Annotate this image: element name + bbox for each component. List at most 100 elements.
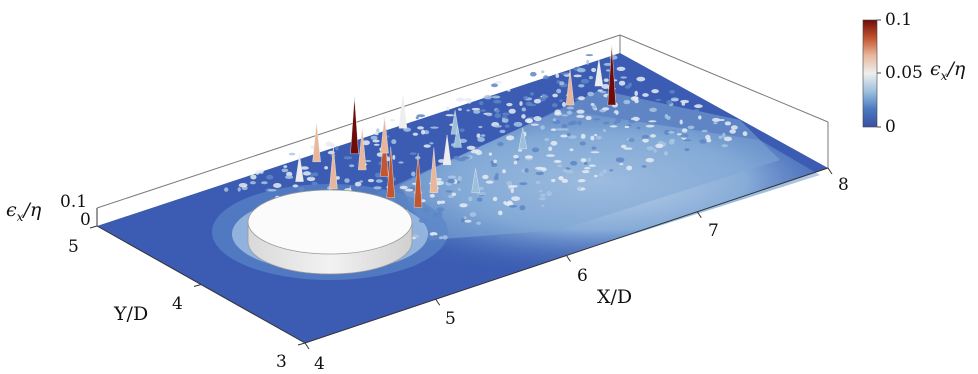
texture-blob xyxy=(642,138,649,143)
y-tick-label: 5 xyxy=(68,237,79,257)
texture-blob xyxy=(440,200,446,204)
texture-blob xyxy=(398,161,404,164)
texture-blob xyxy=(623,147,633,150)
texture-blob xyxy=(562,128,569,131)
texture-blob xyxy=(620,76,628,79)
texture-blob xyxy=(556,128,565,131)
texture-blob xyxy=(618,80,626,86)
texture-blob xyxy=(292,184,299,188)
texture-blob xyxy=(372,139,380,143)
texture-blob xyxy=(609,169,613,172)
texture-blob xyxy=(517,149,523,152)
texture-blob xyxy=(591,67,597,73)
texture-blob xyxy=(513,121,523,127)
texture-blob xyxy=(626,165,633,171)
texture-blob xyxy=(506,102,513,107)
texture-blob xyxy=(559,81,565,86)
texture-blob xyxy=(544,138,549,142)
texture-blob xyxy=(486,113,493,117)
texture-blob xyxy=(577,185,582,190)
texture-blob xyxy=(567,132,571,137)
texture-blob xyxy=(224,187,229,192)
texture-blob xyxy=(636,126,641,130)
texture-blob xyxy=(460,218,465,223)
texture-blob xyxy=(286,171,293,177)
texture-blob xyxy=(580,133,586,139)
texture-blob xyxy=(546,190,552,197)
texture-blob xyxy=(459,128,465,132)
texture-blob xyxy=(567,121,575,126)
surface-peak xyxy=(380,117,389,154)
texture-blob xyxy=(550,128,557,131)
colorbar-tick-label: 0 xyxy=(885,117,896,137)
texture-blob xyxy=(421,129,425,135)
z-axis-label: ϵx/η xyxy=(6,199,42,224)
texture-blob xyxy=(483,95,492,100)
texture-blob xyxy=(344,178,350,183)
texture-blob xyxy=(566,106,575,110)
texture-blob xyxy=(310,172,314,178)
texture-blob xyxy=(510,188,514,194)
texture-blob xyxy=(513,160,518,165)
texture-blob xyxy=(526,118,533,124)
texture-blob xyxy=(627,124,632,127)
texture-blob xyxy=(641,165,647,168)
x-tick-mark xyxy=(827,167,833,175)
surface-peak xyxy=(312,122,321,163)
texture-blob xyxy=(543,75,549,80)
texture-blob xyxy=(439,236,443,240)
x-tick-label: 8 xyxy=(838,175,849,195)
y-tick-mark xyxy=(89,225,98,229)
texture-blob xyxy=(258,169,264,174)
texture-blob xyxy=(635,111,640,116)
texture-blob xyxy=(507,89,511,92)
texture-blob xyxy=(249,181,256,185)
texture-blob xyxy=(530,71,537,77)
texture-blob xyxy=(238,183,248,188)
x-tick-mark xyxy=(304,342,310,350)
texture-blob xyxy=(558,176,564,181)
texture-blob xyxy=(408,203,412,208)
texture-blob xyxy=(577,96,585,101)
texture-blob xyxy=(724,121,732,126)
texture-blob xyxy=(553,160,562,163)
texture-blob xyxy=(596,135,602,140)
texture-blob xyxy=(559,99,563,102)
texture-blob xyxy=(498,210,503,216)
texture-blob xyxy=(463,216,467,220)
texture-blob xyxy=(392,154,396,160)
texture-blob xyxy=(630,96,639,101)
texture-blob xyxy=(491,95,501,99)
colorbar-tick-label: 0.1 xyxy=(885,10,912,30)
texture-blob xyxy=(628,114,634,119)
texture-blob xyxy=(712,117,721,122)
texture-blob xyxy=(471,107,481,111)
texture-blob xyxy=(592,118,601,121)
x-tick-label: 6 xyxy=(577,266,588,286)
texture-blob xyxy=(584,167,591,170)
texture-blob xyxy=(742,131,748,137)
texture-blob xyxy=(354,181,362,187)
texture-blob xyxy=(491,163,498,167)
texture-blob xyxy=(687,125,695,130)
y-axis-label: Y/D xyxy=(113,303,148,325)
texture-blob xyxy=(302,171,311,176)
texture-blob xyxy=(693,109,700,112)
texture-blob xyxy=(645,124,655,128)
x-tick-mark xyxy=(566,255,571,262)
texture-blob xyxy=(548,146,553,151)
texture-blob xyxy=(529,92,534,96)
texture-blob xyxy=(599,90,607,94)
texture-blob xyxy=(577,120,582,126)
surface-peak xyxy=(471,168,480,193)
texture-blob xyxy=(609,125,618,128)
texture-blob xyxy=(619,163,624,166)
texture-blob xyxy=(540,125,545,130)
texture-blob xyxy=(550,140,558,146)
texture-blob xyxy=(507,184,516,188)
texture-blob xyxy=(602,107,610,111)
texture-blob xyxy=(555,73,560,78)
texture-blob xyxy=(359,180,364,183)
texture-blob xyxy=(681,128,688,133)
texture-blob xyxy=(495,173,499,177)
